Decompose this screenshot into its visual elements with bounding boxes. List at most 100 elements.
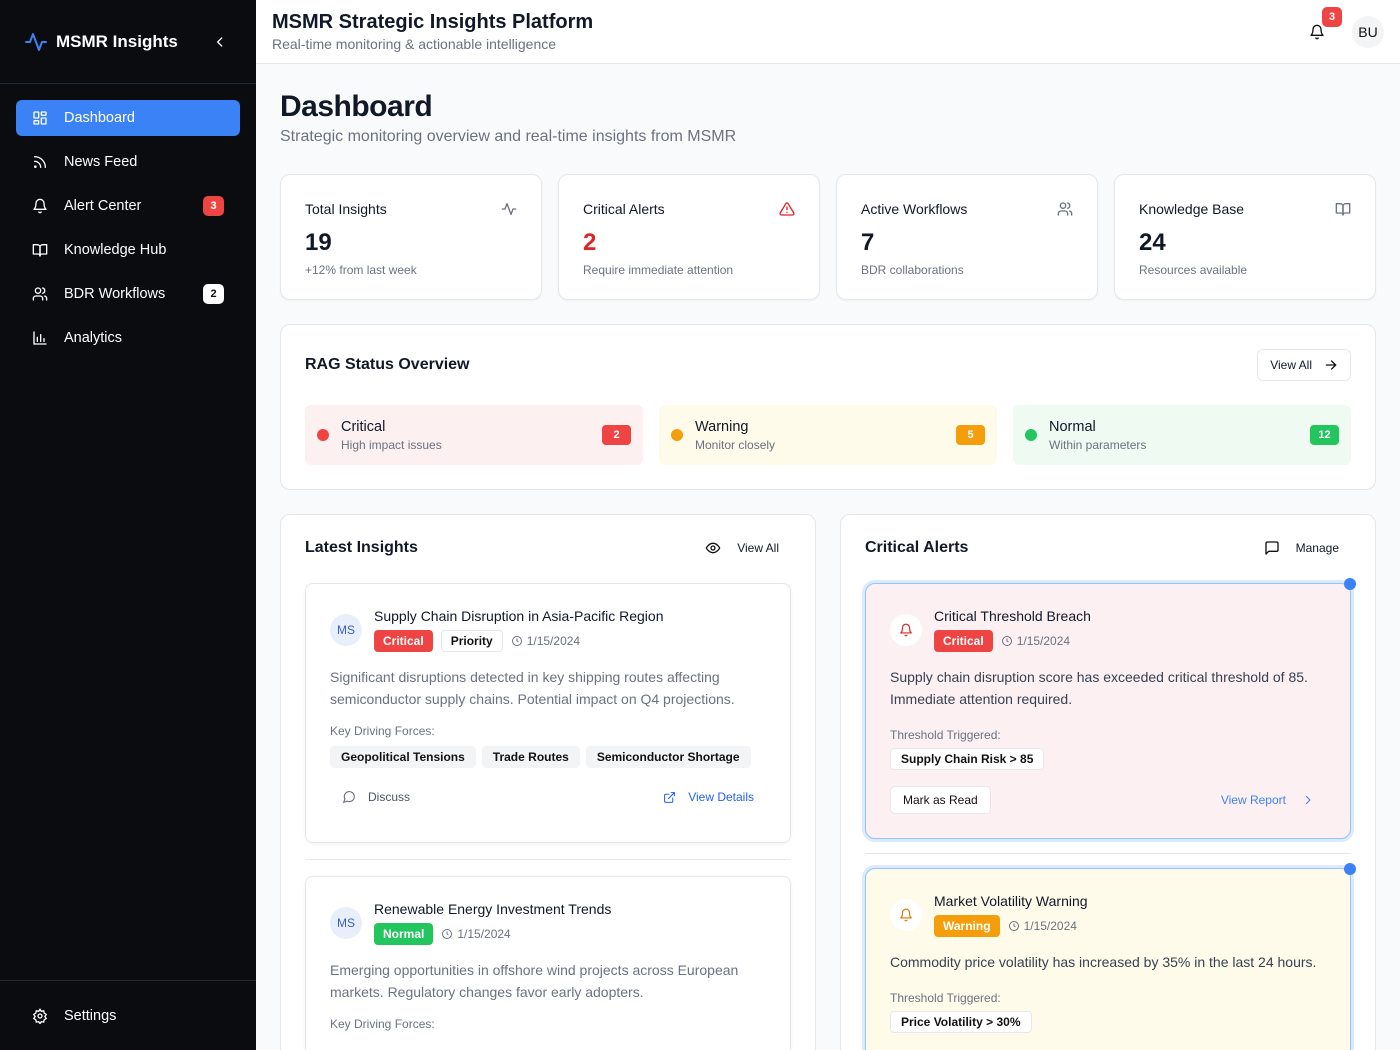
insight-card[interactable]: MS Supply Chain Disruption in Asia-Pacif… <box>305 583 791 843</box>
insights-view-all-button[interactable]: View All <box>693 540 791 556</box>
page-subtitle: Strategic monitoring overview and real-t… <box>280 128 737 145</box>
rss-icon <box>32 154 48 170</box>
unread-indicator <box>1344 578 1356 590</box>
alerts-title: Critical Alerts <box>865 539 969 556</box>
source-avatar: MS <box>330 907 362 939</box>
rag-desc: Monitor closely <box>695 437 776 452</box>
rag-label: Warning <box>695 418 749 435</box>
alert-title: Market Volatility Warning <box>934 893 1088 909</box>
date-text: 1/15/2024 <box>526 634 581 648</box>
stat-label: Critical Alerts <box>583 201 665 217</box>
driving-forces-label: Key Driving Forces: <box>330 724 435 738</box>
brand-bar: MSMR Insights <box>0 0 256 84</box>
sidebar-item-news-feed[interactable]: News Feed <box>16 144 240 180</box>
stat-card-knowledge-base: Knowledge Base 24 Resources available <box>1114 174 1376 300</box>
insights-title: Latest Insights <box>305 539 418 556</box>
insight-date: 1/15/2024 <box>441 927 511 941</box>
critical-status-dot <box>317 429 329 441</box>
stat-label: Total Insights <box>305 201 387 217</box>
sidebar-item-label: Dashboard <box>64 110 135 126</box>
message-circle-icon <box>342 791 355 804</box>
insight-divider <box>305 859 791 860</box>
alert-bell-badge <box>890 614 922 646</box>
sidebar-item-label: News Feed <box>64 154 138 170</box>
chevron-right-icon <box>1305 795 1311 805</box>
rag-view-all-button[interactable]: View All <box>1257 349 1351 381</box>
insight-title[interactable]: Supply Chain Disruption in Asia-Pacific … <box>374 608 664 624</box>
view-report-label: View Report <box>1220 793 1286 807</box>
book-icon <box>32 242 48 258</box>
collapse-sidebar-button[interactable] <box>208 30 232 54</box>
sidebar-item-settings[interactable]: Settings <box>16 998 240 1034</box>
clock-icon <box>1001 636 1012 646</box>
rag-item-normal[interactable]: Normal Within parameters 12 <box>1013 405 1351 465</box>
stat-note: BDR collaborations <box>861 263 964 277</box>
view-report-link[interactable]: View Report <box>1209 793 1326 807</box>
rag-item-critical[interactable]: Critical High impact issues 2 <box>305 405 643 465</box>
alert-card[interactable]: Critical Threshold Breach Critical 1/15/… <box>865 578 1356 839</box>
main-content: Dashboard Strategic monitoring overview … <box>280 64 1376 1050</box>
app-subtitle: Real-time monitoring & actionable intell… <box>272 36 557 52</box>
book-icon <box>1335 203 1351 216</box>
date-text: 1/15/2024 <box>1023 919 1077 933</box>
discuss-label: Discuss <box>368 790 411 804</box>
bell-icon <box>900 908 912 922</box>
alert-date: 1/15/2024 <box>1001 634 1070 648</box>
warning-status-dot <box>671 429 683 441</box>
sidebar-item-label: Alert Center <box>64 198 142 214</box>
alert-bell-badge <box>890 899 922 931</box>
alert-date: 1/15/2024 <box>1008 919 1077 933</box>
sidebar-item-dashboard[interactable]: Dashboard <box>16 100 240 136</box>
notifications-button[interactable]: 3 <box>1300 6 1342 49</box>
eye-icon <box>705 542 721 554</box>
stat-label: Active Workflows <box>861 201 968 217</box>
mark-as-read-button[interactable]: Mark as Read <box>890 786 991 814</box>
rag-status-overview: RAG Status Overview View All Critical Hi… <box>280 324 1376 490</box>
activity-icon <box>501 203 517 215</box>
view-details-label: View Details <box>688 790 754 804</box>
sidebar: MSMR Insights Dashboard News Feed Alert … <box>0 0 256 1050</box>
sidebar-item-label: BDR Workflows <box>64 286 166 302</box>
notification-count-badge: 3 <box>1322 6 1342 27</box>
stat-value: 24 <box>1139 229 1166 256</box>
dashboard-icon <box>32 110 48 126</box>
stats-row: Total Insights 19 +12% from last week Cr… <box>280 174 1376 300</box>
insight-title[interactable]: Renewable Energy Investment Trends <box>374 901 612 917</box>
alert-description: Commodity price volatility has increased… <box>890 954 1317 970</box>
sidebar-nav: Dashboard News Feed Alert Center 3 Knowl… <box>0 84 256 380</box>
unread-indicator <box>1344 863 1356 875</box>
rag-item-warning[interactable]: Warning Monitor closely 5 <box>659 405 997 465</box>
view-details-button[interactable]: View Details <box>651 790 766 804</box>
sidebar-item-label: Analytics <box>64 330 123 346</box>
date-text: 1/15/2024 <box>457 927 511 941</box>
threshold-chip: Price Volatility > 30% <box>890 1011 1032 1033</box>
date-text: 1/15/2024 <box>1016 634 1071 648</box>
manage-alerts-button[interactable]: Manage <box>1252 540 1351 556</box>
insight-card[interactable]: MS Renewable Energy Investment Trends No… <box>305 876 791 1050</box>
warning-triangle-icon <box>779 202 795 216</box>
user-avatar[interactable]: BU <box>1352 15 1384 48</box>
settings-label: Settings <box>64 1008 117 1024</box>
users-icon <box>1057 202 1073 216</box>
top-header: MSMR Strategic Insights Platform Real-ti… <box>256 0 1400 64</box>
sidebar-item-analytics[interactable]: Analytics <box>16 320 240 356</box>
sidebar-item-knowledge-hub[interactable]: Knowledge Hub <box>16 232 240 268</box>
status-badge: Normal <box>374 923 434 945</box>
status-badge: Critical <box>374 630 433 652</box>
alert-card[interactable]: Market Volatility Warning Warning 1/15/2… <box>865 863 1356 1050</box>
alert-description: Supply chain disruption score has exceed… <box>890 669 1308 707</box>
driving-force-chip: Geopolitical Tensions <box>330 746 476 768</box>
sidebar-item-alert-center[interactable]: Alert Center 3 <box>16 188 240 224</box>
bell-icon <box>1310 24 1324 39</box>
gear-icon <box>32 1008 48 1024</box>
status-badge: Critical <box>934 630 993 652</box>
users-icon <box>32 286 48 302</box>
chevron-left-icon <box>217 36 223 47</box>
stat-value: 2 <box>583 229 597 256</box>
discuss-button[interactable]: Discuss <box>330 790 422 804</box>
clock-icon <box>1008 921 1019 931</box>
message-square-icon <box>1264 541 1279 555</box>
bar-chart-icon <box>32 330 48 346</box>
sidebar-item-bdr-workflows[interactable]: BDR Workflows 2 <box>16 276 240 312</box>
sidebar-footer: Settings <box>0 980 256 1050</box>
